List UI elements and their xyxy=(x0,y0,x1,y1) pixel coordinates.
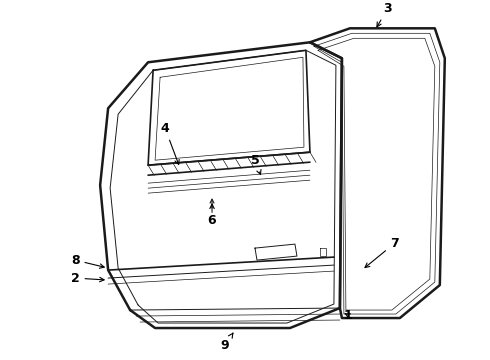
Text: 9: 9 xyxy=(220,333,233,351)
Text: 4: 4 xyxy=(161,122,179,165)
Text: 5: 5 xyxy=(250,154,261,175)
Text: 3: 3 xyxy=(377,2,392,27)
Text: 1: 1 xyxy=(343,309,352,321)
Text: 2: 2 xyxy=(71,271,104,284)
Text: 6: 6 xyxy=(208,204,217,227)
Text: 8: 8 xyxy=(71,253,104,268)
Text: 7: 7 xyxy=(365,237,399,267)
